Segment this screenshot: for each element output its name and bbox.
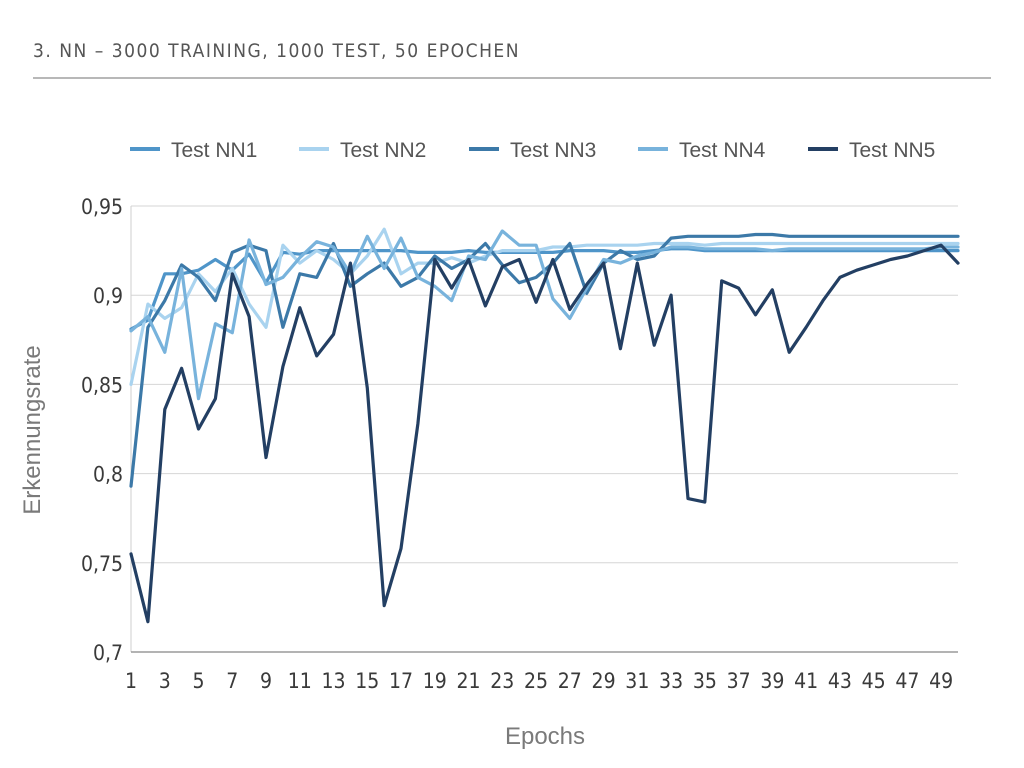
x-tick-label: 29 bbox=[592, 669, 616, 693]
x-tick-label: 37 bbox=[727, 669, 751, 693]
gridlines bbox=[131, 205, 958, 564]
title-divider bbox=[33, 77, 991, 79]
x-tick-label: 47 bbox=[895, 669, 919, 693]
legend-label: Test NN1 bbox=[171, 139, 257, 162]
series-lines bbox=[129, 227, 960, 624]
legend-label: Test NN4 bbox=[679, 139, 766, 162]
x-tick-label: 3 bbox=[159, 669, 171, 693]
x-tick-label: 17 bbox=[389, 669, 413, 693]
axes: 0,950,90,850,80,750,71 3 5 7 9 11 13 15 17 19 21 23… bbox=[81, 195, 958, 693]
x-tick-label: 9 bbox=[260, 669, 272, 693]
y-tick-label: 0,75 bbox=[81, 552, 123, 576]
x-tick-label: 43 bbox=[828, 669, 852, 693]
x-tick-label: 23 bbox=[490, 669, 514, 693]
series-line-nn4 bbox=[129, 229, 960, 401]
legend-label: Test NN2 bbox=[340, 139, 426, 162]
x-tick-label: 1 bbox=[125, 669, 137, 693]
x-tick-label: 13 bbox=[322, 669, 346, 693]
x-tick-label: 41 bbox=[794, 669, 818, 693]
x-tick-label: 25 bbox=[524, 669, 548, 693]
y-tick-label: 0,95 bbox=[81, 195, 123, 219]
y-tick-label: 0,8 bbox=[93, 463, 123, 487]
x-tick-label: 31 bbox=[625, 669, 649, 693]
y-tick-label: 0,85 bbox=[81, 373, 123, 397]
series-line-nn5 bbox=[129, 243, 960, 624]
x-tick-label: 27 bbox=[558, 669, 582, 693]
y-tick-label: 0,7 bbox=[93, 641, 123, 665]
legend-label: Test NN3 bbox=[510, 139, 596, 162]
x-tick-label: 39 bbox=[760, 669, 784, 693]
x-tick-label: 49 bbox=[929, 669, 953, 693]
legend-label: Test NN5 bbox=[849, 139, 935, 162]
x-tick-label: 5 bbox=[192, 669, 204, 693]
series-line-nn2 bbox=[129, 227, 960, 386]
slide-title: 3. NN – 3000 TRAINING, 1000 TEST, 50 EPO… bbox=[33, 40, 521, 62]
x-tick-label: 15 bbox=[355, 669, 379, 693]
x-tick-label: 11 bbox=[288, 669, 312, 693]
legend: Test NN1 Test NN2 Test NN3 Test NN4 Test NN5 bbox=[130, 139, 935, 162]
x-tick-label: 35 bbox=[693, 669, 717, 693]
x-axis-title: Epochs bbox=[505, 723, 585, 750]
x-tick-label: 45 bbox=[862, 669, 886, 693]
x-tick-label: 19 bbox=[423, 669, 447, 693]
x-tick-label: 21 bbox=[457, 669, 481, 693]
series-line-nn1 bbox=[129, 247, 960, 331]
x-tick-label: 33 bbox=[659, 669, 683, 693]
y-axis-title: Erkennungsrate bbox=[19, 345, 46, 514]
x-tick-label: 7 bbox=[226, 669, 238, 693]
y-tick-label: 0,9 bbox=[93, 284, 123, 308]
